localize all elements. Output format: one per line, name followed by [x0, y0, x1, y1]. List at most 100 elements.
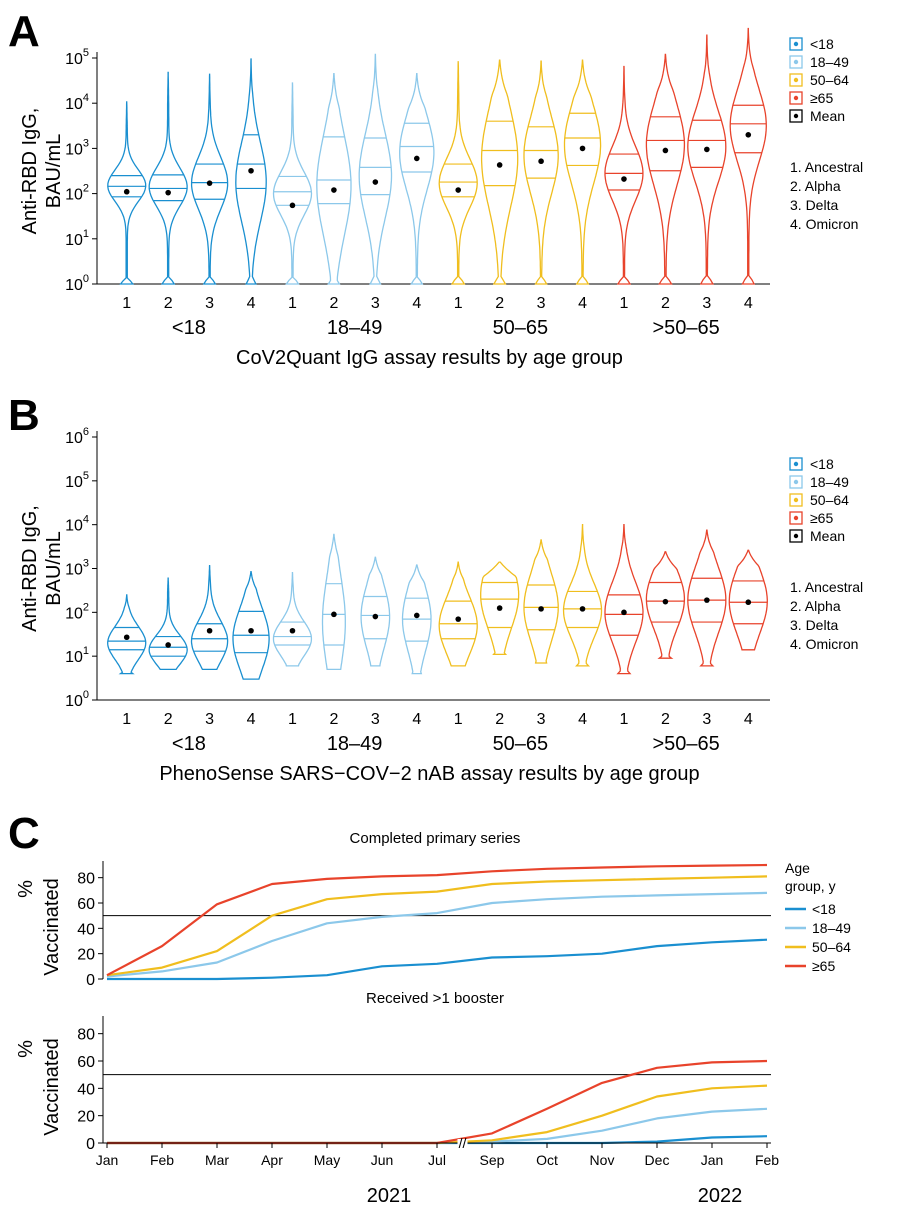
legend-swatch-dot: [793, 41, 799, 47]
legend-swatch: [789, 529, 803, 543]
x-tick-label-variant: 1: [122, 711, 131, 728]
x-group-label: <18: [172, 733, 206, 755]
violin-shape: [480, 561, 520, 656]
y-tick-label: 20: [77, 1109, 95, 1126]
x-tick-label-variant: 2: [329, 295, 338, 312]
violin-mean-point: [538, 606, 544, 612]
variant-legend-item: 1. Ancestral: [790, 159, 863, 175]
violin-mean-point: [579, 606, 586, 612]
x-tick-label-variant: 4: [412, 295, 421, 312]
legend-label: <18: [812, 901, 836, 917]
legend-swatch-dot: [793, 461, 799, 467]
violin-mean-point: [745, 131, 752, 138]
x-tick-label: Jun: [371, 1152, 394, 1168]
x-tick-label-variant: 3: [702, 711, 711, 728]
legend-label: 50–64: [810, 492, 849, 508]
violin-mean-point: [331, 611, 337, 618]
violin-mean-point: [372, 179, 379, 185]
violin-shape: [562, 524, 603, 667]
y-tick-label: 101: [65, 228, 89, 249]
violin-shape: [107, 101, 147, 285]
violin-mean-point: [621, 609, 627, 616]
violin-mean-point: [248, 627, 254, 634]
y-tick-label: 100: [65, 273, 89, 294]
legend-swatch-dot: [793, 95, 799, 101]
x-tick-label: Jan: [701, 1152, 724, 1168]
violin-shape: [523, 60, 559, 285]
y-axis-title-line1: Anti-RBD IgG,: [19, 108, 41, 235]
x-group-label: 50–65: [493, 733, 549, 755]
x-tick-label-variant: 2: [329, 711, 338, 728]
violin-shape: [728, 549, 768, 651]
y-axis-title-word: Vaccinated: [41, 878, 63, 975]
series-line: [107, 1107, 768, 1145]
x-tick-label-variant: 3: [537, 295, 546, 312]
violin-mean-point: [206, 180, 213, 186]
subplot-title: Completed primary series: [350, 830, 521, 847]
x-tick-label-variant: 1: [454, 295, 463, 312]
x-tick-label-variant: 1: [620, 711, 629, 728]
x-tick-label: Jan: [96, 1152, 119, 1168]
legend-label: Mean: [810, 108, 845, 124]
y-axis-title-pct: %: [15, 880, 37, 898]
legend-swatch-dot: [793, 515, 799, 521]
violin-shape: [232, 570, 270, 680]
violin-mean-point: [455, 616, 462, 622]
legend-label: <18: [810, 36, 834, 52]
violin-shape: [316, 73, 352, 285]
x-tick-label-variant: 2: [164, 295, 173, 312]
legend-label: ≥65: [810, 90, 833, 106]
legend-label: 18–49: [810, 54, 849, 70]
legend-label: ≥65: [812, 958, 835, 974]
x-group-label: 18–49: [327, 733, 383, 755]
violin-shape: [321, 533, 346, 671]
violin-mean-point: [123, 188, 130, 195]
x-tick-label-variant: 3: [702, 295, 711, 312]
x-tick-label-variant: 2: [661, 711, 670, 728]
year-label: 2021: [367, 1185, 412, 1207]
legend-label: 50–64: [810, 72, 849, 88]
axis-break-mark: //: [459, 1135, 467, 1151]
x-tick-label: Sep: [480, 1152, 505, 1168]
violin-mean-point: [248, 167, 254, 174]
violin-shape: [360, 556, 391, 667]
violin-mean-point: [331, 187, 337, 193]
x-tick-label: Feb: [755, 1152, 779, 1168]
legend-swatch: [789, 457, 803, 471]
year-label: 2022: [698, 1185, 743, 1207]
violin-shape: [358, 53, 393, 285]
series-line: [107, 1059, 768, 1145]
violin-mean-point: [704, 146, 710, 153]
violin-mean-point: [579, 145, 586, 152]
legend-label: Mean: [810, 528, 845, 544]
legend-label: 50–64: [812, 939, 851, 955]
violin-shape: [687, 34, 727, 285]
violin-mean-point: [413, 612, 420, 619]
violin-shape: [148, 71, 188, 285]
x-tick-label-variant: 4: [247, 711, 256, 728]
violin-mean-point: [455, 187, 462, 193]
x-tick-label: Apr: [261, 1152, 283, 1168]
series-line: [106, 891, 768, 978]
series-line: [107, 1084, 768, 1145]
y-tick-label: 60: [77, 1054, 95, 1071]
y-tick-label: 101: [65, 645, 89, 666]
legend-label: 18–49: [810, 474, 849, 490]
violin-shape: [190, 564, 229, 671]
y-axis-title-pct: %: [15, 1040, 37, 1058]
panel-a-violin-chart: 100 101 102 103 104 105 Anti-RBD IgG, BAU/mL 1 2 3…: [19, 27, 863, 369]
x-tick-label-variant: 1: [122, 295, 131, 312]
x-group-label: <18: [172, 317, 206, 339]
y-tick-label: 80: [77, 1027, 95, 1044]
violin-shape: [563, 59, 602, 285]
x-tick-label-variant: 1: [620, 295, 629, 312]
y-tick-label: 0: [86, 1136, 95, 1153]
legend-swatch: [789, 475, 803, 489]
y-tick-label: 20: [77, 947, 95, 964]
panel-letter-b: B: [8, 391, 40, 440]
x-tick-label: Jul: [428, 1152, 446, 1168]
y-tick-label: 40: [77, 921, 95, 938]
violin-mean-point: [123, 634, 130, 641]
y-tick-label: 0: [86, 972, 95, 989]
